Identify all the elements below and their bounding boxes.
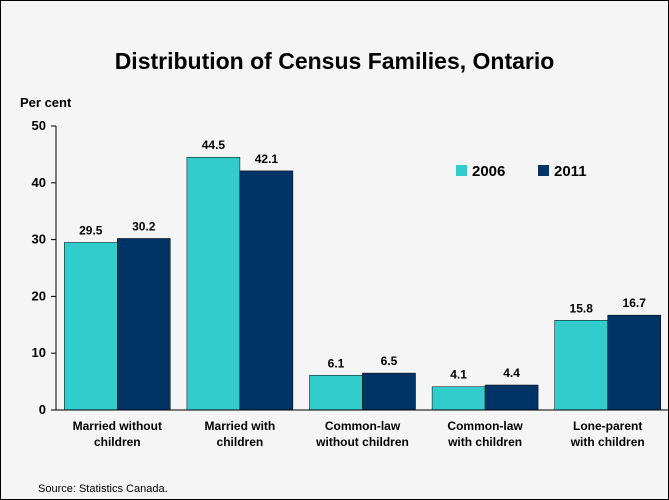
legend-label: 2006 — [472, 163, 505, 180]
bar-2006 — [64, 242, 118, 411]
bar-2011 — [117, 238, 171, 411]
y-tick-label: 0 — [39, 402, 46, 417]
x-tick-label: children — [94, 435, 141, 449]
bar-value-label: 44.5 — [202, 138, 226, 152]
legend: 2006 2011 — [456, 163, 587, 180]
x-tick-label: without children — [315, 435, 409, 449]
x-tick-label: Married with — [205, 419, 276, 433]
bar-value-label: 15.8 — [570, 301, 594, 315]
bar-2011 — [239, 170, 294, 411]
bar-2006 — [309, 375, 363, 411]
x-tick-label: with children — [570, 435, 645, 449]
bar-value-label: 4.4 — [503, 366, 520, 380]
legend-swatch-2011 — [538, 165, 549, 176]
bar-2011 — [484, 384, 539, 411]
y-tick-label: 20 — [32, 288, 46, 303]
bar-2006 — [554, 320, 608, 411]
legend-label: 2011 — [554, 163, 587, 180]
bar-2006 — [186, 156, 241, 411]
bar-2011 — [607, 314, 661, 411]
bar-value-label: 16.7 — [623, 296, 647, 310]
legend-swatch-2006 — [456, 165, 467, 176]
y-tick-label: 50 — [32, 118, 46, 133]
x-tick-label: with children — [447, 435, 522, 449]
bar-value-label: 42.1 — [255, 152, 279, 166]
chart-title: Distribution of Census Families, Ontario — [114, 48, 555, 74]
bar-value-label: 6.1 — [328, 356, 345, 370]
y-axis-label: Per cent — [20, 95, 72, 110]
y-tick-label: 30 — [32, 232, 46, 247]
bar-value-label: 6.5 — [381, 354, 398, 368]
bar-2006 — [431, 386, 486, 411]
x-tick-label: Married without — [73, 419, 162, 433]
x-tick-label: Common-law — [325, 419, 401, 433]
y-tick-label: 10 — [32, 345, 46, 360]
bar-2011 — [362, 372, 416, 411]
bar-value-label: 30.2 — [132, 219, 156, 233]
bar-value-label: 29.5 — [79, 223, 103, 237]
source-note: Source: Statistics Canada. — [38, 483, 168, 495]
y-tick-label: 40 — [32, 175, 46, 190]
bar-value-label: 4.1 — [450, 368, 467, 382]
x-tick-label: Lone-parent — [573, 419, 642, 433]
x-tick-label: Common-law — [447, 419, 523, 433]
x-tick-label: children — [217, 435, 264, 449]
